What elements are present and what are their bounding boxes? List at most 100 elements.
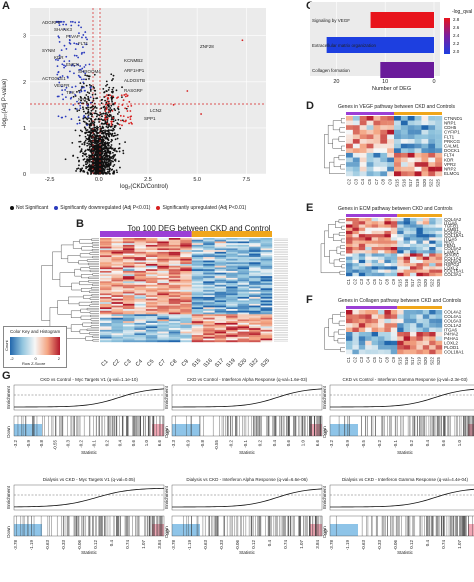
heatmap-b-cell [168,265,181,268]
point-downregulated [57,77,60,80]
point-downregulated [69,97,72,100]
gsea-tick-label: 0.6 [286,440,291,447]
heatmap-b-cell [145,255,158,258]
point-not-significant [87,106,89,109]
point-not-significant [99,125,101,128]
point-not-significant [108,144,110,147]
gene-label-down: NRP1 [78,97,91,102]
heatmap-b-cell [145,265,158,268]
heatmap-b-cell [100,277,112,280]
hm-e-cell [384,234,391,238]
hm-d-gene-label: CALM1 [444,144,460,149]
heatmap-b-cell [134,265,147,268]
point-not-significant [103,152,106,155]
hm-d-cell [435,166,443,172]
point-upregulated [117,105,120,108]
heatmap-b-cell [226,241,238,244]
hm-d-cell [359,116,367,121]
hm-e-cell [422,247,430,251]
point-not-significant [113,132,116,135]
heatmap-b-cell [134,274,147,277]
heatmap-b-cell [122,309,135,311]
hm-e-cell [429,224,436,228]
hm-d-cell [387,171,395,177]
heatmap-b-cell [168,336,181,339]
hm-e-cell [384,272,391,277]
heatmap-b-cell [203,276,215,279]
heatmap-b-cell [168,255,181,258]
hm-e-cell [410,253,417,257]
point-not-significant [89,112,92,115]
heatmap-b-cell [214,303,227,306]
point-not-significant [85,131,88,134]
hm-d-cell [352,162,360,167]
heatmap-b-cell [122,314,135,317]
hm-d-cell [366,148,374,154]
heatmap-b-row-dendrogram [90,314,99,318]
hm-d-cell [366,116,374,121]
heatmap-b-cell [111,286,124,289]
point-not-significant [113,128,115,131]
point-downregulated [60,85,63,88]
point-downregulated [84,64,87,66]
gsea-title: Dialysis vs CKD - Myc Targets V1 (q-val=… [43,477,136,482]
heatmap-b-row-dendrogram [91,238,99,241]
point-downregulated [82,46,84,49]
hm-e-cell [435,240,443,244]
point-not-significant [90,173,92,175]
hm-d-cell [407,157,415,163]
gsea-enrichment-curve [171,388,323,408]
heatmap-b-cell [191,305,204,308]
hm-e-cell [403,218,411,222]
point-not-significant [112,157,114,160]
heatmap-b-row-dendrogram [81,288,92,292]
heatmap-b-cell [203,290,215,292]
heatmap-b-cell [226,336,238,339]
heatmap-b-cell [134,307,147,310]
point-downregulated [73,72,75,75]
hm-e-cell [358,227,366,232]
point-downregulated [74,48,77,51]
hm-e-cell [390,218,398,222]
heatmap-b-cell [249,243,261,246]
point-downregulated [76,108,78,111]
heatmap-b-cell [260,333,273,336]
heatmap-b-cell [203,295,215,298]
hm-e-column-label: C1 [346,279,351,285]
hm-d-cell [359,125,367,131]
hm-d-cell [346,143,354,149]
heatmap-b-cell [260,296,273,299]
point-not-significant [92,97,95,100]
heatmap-b-cell [180,331,192,334]
heatmap-b-cell [134,251,147,254]
qval-tick: 2.6 [453,25,460,30]
heatmap-b-cell [260,238,273,240]
point-not-significant [82,120,85,123]
heatmap-b-cell [260,243,273,246]
hm-d-gene-label: DOCK1 [444,148,460,153]
hm-e-cell [429,247,436,251]
x-tick-label: 5.0 [193,177,201,183]
hm-f-cell [397,336,404,341]
heatmap-b-cell [226,239,238,242]
point-downregulated [68,108,71,111]
hm-d-gene-label: NRP2 [444,167,457,172]
point-not-significant [76,156,79,159]
point-not-significant [95,127,98,130]
hm-f-cell [390,318,398,324]
heatmap-b-row-dendrogram [71,282,82,291]
point-upregulated [122,99,125,102]
heatmap-b-cell [100,314,112,317]
heatmap-b-cell [111,248,124,251]
point-downregulated [78,32,80,35]
hm-d-column-label: S20 [422,179,427,188]
heatmap-b-cell [100,309,112,311]
point-not-significant [96,141,99,143]
point-downregulated [65,96,67,99]
point-downregulated [58,24,61,27]
point-downregulated [62,23,65,26]
gsea-up-region [468,424,474,436]
heatmap-b-cell [145,336,158,339]
heatmap-b-cell [122,262,135,265]
heatmap-b-cell [260,257,273,259]
